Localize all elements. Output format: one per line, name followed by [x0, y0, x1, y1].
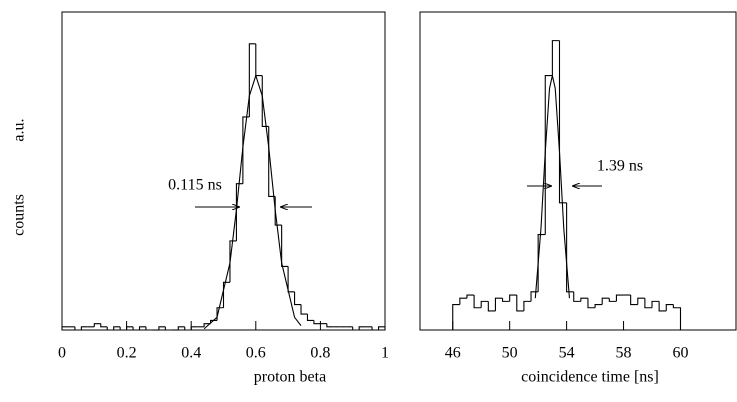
histogram-bin: [300, 304, 308, 315]
histogram-bin: [326, 323, 334, 328]
fit-curve: [534, 75, 571, 299]
histogram-bin: [566, 202, 574, 293]
histogram-bin: [459, 297, 467, 305]
histogram-bin: [580, 297, 588, 302]
histogram-bin: [509, 294, 517, 302]
histogram-bin: [608, 298, 617, 302]
histogram-bin: [494, 297, 503, 311]
x-tick-label: 0.4: [181, 345, 201, 362]
histogram-bin: [132, 326, 140, 331]
x-tick-label: 0.8: [310, 345, 330, 362]
histogram-bin: [651, 300, 660, 308]
histogram-bin: [145, 326, 153, 331]
histogram-bin: [551, 40, 560, 76]
histogram-bin: [126, 326, 134, 330]
histogram-bin: [281, 225, 289, 267]
x-tick-label: 54: [559, 345, 575, 362]
histogram-bin: [164, 326, 172, 331]
y-axis-title: counts: [11, 194, 28, 236]
histogram-bin: [615, 294, 624, 302]
histogram-bin: [158, 326, 166, 330]
histogram-bin: [235, 183, 243, 241]
histogram-bin: [516, 295, 524, 312]
x-tick-label: 60: [672, 345, 688, 362]
histogram-bin: [352, 326, 360, 331]
histogram-bin: [530, 291, 539, 302]
histogram-bin: [377, 326, 386, 330]
histogram-bin: [502, 298, 510, 302]
annotation: 1.39 ns: [597, 158, 643, 175]
histogram-bin: [100, 323, 108, 328]
histogram-bin: [80, 326, 88, 330]
histogram-bin: [229, 240, 237, 283]
plot-frame: [419, 11, 737, 331]
histogram-bin: [222, 281, 230, 308]
x-tick-label: 0.6: [246, 345, 266, 362]
histogram-bin: [601, 297, 610, 305]
x-tick-label: 58: [616, 345, 632, 362]
x-axis-title: coincidence time [ns]: [521, 369, 659, 386]
histogram-bin: [630, 295, 638, 306]
histogram-bin: [177, 326, 185, 330]
x-tick-label: 50: [502, 345, 518, 362]
x-tick-label: 0: [58, 345, 66, 362]
x-tick-label: 1: [381, 345, 389, 362]
histogram-bin: [672, 304, 682, 330]
histogram-bin: [644, 298, 653, 309]
histogram-bin: [203, 323, 211, 327]
histogram-bin: [537, 234, 546, 292]
histogram-bin: [473, 295, 482, 309]
histogram-bin: [466, 294, 475, 299]
histogram-bin: [665, 304, 674, 311]
histogram-bin: [287, 266, 295, 293]
histogram-bin: [558, 40, 567, 204]
histogram-bin: [106, 326, 114, 331]
histogram-bin: [573, 291, 581, 302]
histogram-bin: [242, 116, 250, 184]
histogram-bin: [113, 326, 121, 330]
histogram-bin: [119, 326, 127, 331]
histogram-bin: [306, 314, 314, 322]
x-tick-label: 46: [445, 345, 461, 362]
histogram-bin: [523, 300, 532, 311]
histogram-bin: [358, 326, 366, 330]
plot-frame: [61, 11, 386, 331]
histogram-bin: [255, 43, 263, 77]
histogram-bin: [637, 297, 645, 305]
histogram-bin: [313, 320, 321, 325]
histogram-bin: [74, 326, 82, 331]
histogram-bin: [452, 304, 460, 330]
y-axis-unit: a.u.: [11, 118, 28, 141]
histogram-bin: [544, 75, 553, 235]
x-axis-title: proton beta: [254, 369, 326, 386]
histogram-bin: [138, 326, 146, 330]
histogram-bin: [248, 43, 256, 117]
histogram-bin: [587, 298, 596, 309]
fit-curve: [203, 73, 302, 330]
histogram-bin: [594, 304, 603, 308]
histogram-bin: [190, 326, 198, 330]
histogram-bin: [93, 323, 101, 327]
annotation: 0.115 ns: [168, 177, 222, 194]
histogram-bin: [487, 301, 496, 312]
histogram-bin: [480, 300, 489, 308]
histogram-bin: [184, 326, 192, 331]
x-tick-label: 0.2: [117, 345, 137, 362]
histogram-bin: [371, 326, 379, 331]
histogram-bin: [61, 326, 69, 330]
histogram-bin: [294, 291, 302, 306]
histogram-bin: [658, 301, 667, 312]
